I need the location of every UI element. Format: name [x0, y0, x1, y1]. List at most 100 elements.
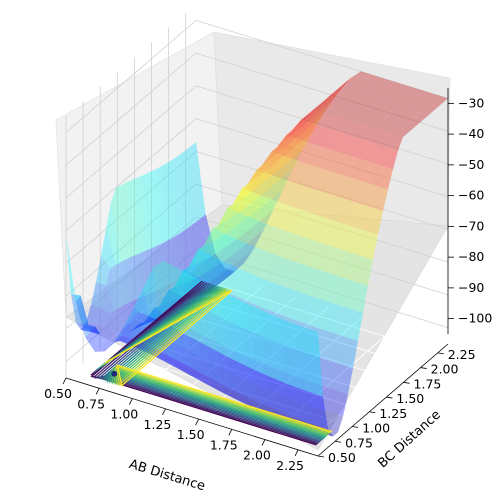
surface-patch: [320, 101, 336, 109]
surface-patch: [258, 209, 274, 234]
surface-patch: [212, 365, 227, 386]
surface-patch: [125, 324, 140, 330]
surface-patch: [202, 310, 218, 340]
contour-line: [101, 287, 328, 437]
surface-patch: [350, 98, 365, 107]
surface-patch: [266, 151, 282, 177]
surface-patch: [246, 303, 262, 334]
surface-patch: [213, 232, 229, 255]
surface-patch: [404, 86, 419, 94]
surface-patch: [272, 139, 287, 158]
contour-line: [90, 280, 317, 446]
surface-patch: [210, 277, 225, 284]
surface-patch: [244, 233, 259, 257]
surface-patch: [353, 228, 369, 257]
surface-patch: [373, 123, 389, 132]
surface-patch: [413, 100, 429, 109]
surface-patch: [273, 173, 288, 198]
surface-patch: [246, 245, 262, 277]
grid-line-z-side: [65, 216, 197, 330]
surface-patch: [368, 163, 384, 187]
surface-patch: [257, 157, 272, 178]
surface-patch: [298, 325, 314, 394]
surface-patch: [282, 131, 297, 150]
surface-patch: [251, 219, 267, 250]
surface-patch: [369, 93, 385, 101]
surface-patch: [161, 163, 176, 239]
surface-patch: [326, 88, 341, 99]
surface-patch: [393, 129, 408, 138]
y-tick: [317, 455, 325, 458]
surface-patch: [286, 122, 302, 140]
surface-patch: [90, 324, 106, 335]
surface-patch: [208, 235, 224, 258]
surface-patch: [222, 201, 238, 223]
surface-patch: [292, 128, 307, 150]
surface-patch: [335, 88, 351, 96]
surface-patch: [383, 115, 399, 123]
surface-patch: [338, 306, 354, 338]
surface-patch: [315, 126, 331, 148]
surface-patch: [242, 177, 258, 199]
surface-patch: [300, 237, 315, 267]
surface-patch: [238, 226, 254, 250]
surface-patch: [261, 279, 276, 311]
surface-patch: [394, 94, 409, 103]
surface-patch: [290, 290, 305, 322]
surface-patch: [215, 272, 230, 280]
surface-patch: [257, 165, 273, 187]
surface-patch: [192, 355, 208, 375]
surface-patch: [237, 188, 252, 217]
surface-patch: [302, 114, 317, 134]
surface-patch: [227, 294, 242, 326]
surface-patch: [154, 302, 170, 318]
surface-patch: [345, 91, 361, 99]
y-tick-label: 2.25: [448, 347, 476, 362]
surface-patch: [280, 345, 295, 375]
surface-patch: [216, 350, 232, 389]
surface-patch: [110, 310, 126, 331]
surface-patch: [268, 177, 283, 202]
surface-patch: [150, 246, 166, 289]
surface-patch: [306, 105, 321, 116]
surface-patch: [418, 108, 433, 116]
x-axis-line: [65, 377, 319, 457]
grid-line-z-side: [65, 183, 197, 297]
surface-patch: [368, 208, 383, 235]
surface-patch: [124, 324, 140, 340]
surface-patch: [154, 289, 169, 314]
surface-patch: [358, 205, 374, 232]
surface-patch: [276, 131, 292, 148]
surface-patch: [413, 89, 429, 97]
grid-line-y: [134, 318, 387, 398]
surface-patch: [276, 154, 292, 180]
surface-patch: [255, 362, 271, 389]
surface-patch: [319, 192, 335, 220]
surface-patch: [144, 306, 160, 322]
surface-patch: [304, 266, 320, 298]
surface-patch: [349, 110, 365, 118]
surface-patch: [270, 392, 285, 412]
surface-patch: [308, 328, 323, 397]
surface-patch: [168, 358, 183, 369]
surface-patch: [389, 99, 404, 107]
surface-patch: [316, 94, 332, 111]
surface-patch: [133, 287, 149, 316]
surface-patch: [269, 313, 285, 383]
surface-patch: [247, 191, 262, 220]
surface-patch: [169, 283, 184, 303]
surface-patch: [303, 390, 319, 426]
surface-patch: [384, 80, 400, 88]
surface-patch: [378, 166, 393, 190]
surface-patch: [403, 121, 418, 129]
surface-patch: [179, 279, 194, 299]
x-axis-ticks: 0.50 0.75 1.00 1.25 1.50 1.75 2.00 2.25: [44, 377, 304, 473]
surface-patch: [218, 241, 234, 265]
grid-line-z-side: [65, 151, 197, 264]
surface-patch: [124, 307, 139, 326]
surface-patch: [348, 201, 364, 229]
surface-patch: [129, 321, 145, 332]
surface-patch: [290, 234, 306, 264]
surface-patch: [224, 267, 240, 280]
surface-patch: [207, 379, 222, 390]
